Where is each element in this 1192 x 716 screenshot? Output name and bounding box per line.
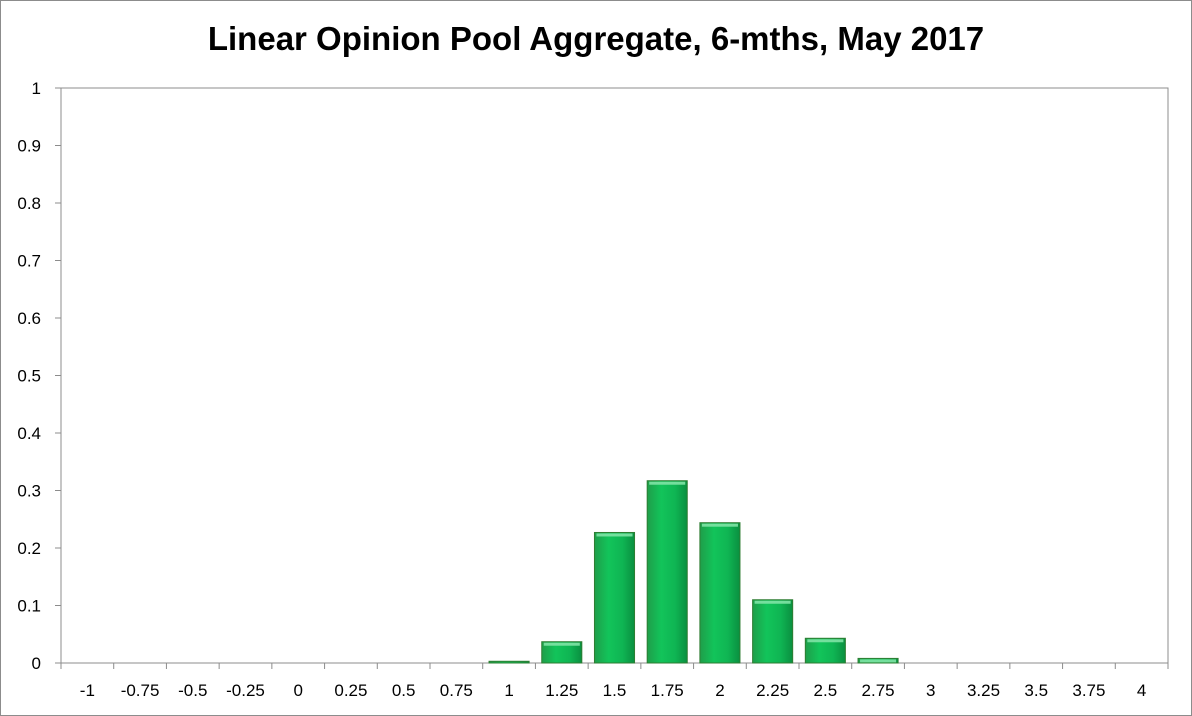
x-tick-label: 2.25 <box>756 681 789 700</box>
x-tick-label: -1 <box>80 681 95 700</box>
bar <box>646 480 688 664</box>
bar <box>804 637 846 664</box>
x-tick-label: 2 <box>715 681 724 700</box>
y-tick-label: 0.8 <box>17 194 41 213</box>
bars <box>488 480 899 664</box>
chart-title: Linear Opinion Pool Aggregate, 6-mths, M… <box>207 20 985 57</box>
x-tick-label: -0.25 <box>226 681 265 700</box>
y-tick-label: 0.9 <box>17 137 41 156</box>
bar <box>699 522 741 664</box>
x-tick-label: 3 <box>926 681 935 700</box>
x-tick-label: 2.5 <box>814 681 838 700</box>
x-axis: -1 -0.75 -0.5 -0.25 0 0.25 0.5 0.75 1 1.25 1.5 1.75… <box>60 663 1169 700</box>
x-tick-label: 3.5 <box>1024 681 1048 700</box>
x-tick-label: 0.75 <box>440 681 473 700</box>
bar <box>541 641 583 664</box>
x-tick-label: 4 <box>1137 681 1146 700</box>
y-tick-label: 0.1 <box>17 597 41 616</box>
x-tick-label: 3.25 <box>967 681 1000 700</box>
x-tick-label: 1.75 <box>651 681 684 700</box>
y-tick-label: 1 <box>32 79 41 98</box>
y-tick-label: 0.5 <box>17 367 41 386</box>
y-tick-label: 0.3 <box>17 482 41 501</box>
x-tick-label: 0.25 <box>334 681 367 700</box>
x-tick-label: 2.75 <box>862 681 895 700</box>
x-tick-label: 0 <box>293 681 302 700</box>
x-tick-label: 1.25 <box>545 681 578 700</box>
x-tick-label: -0.5 <box>178 681 207 700</box>
x-tick-label: 1.5 <box>603 681 627 700</box>
bar <box>857 657 899 664</box>
x-tick-label: 0.5 <box>392 681 416 700</box>
y-tick-label: 0 <box>32 654 41 673</box>
x-tick-label: -0.75 <box>121 681 160 700</box>
y-tick-label: 0.6 <box>17 309 41 328</box>
y-tick-label: 0.4 <box>17 424 41 443</box>
bar <box>752 599 794 664</box>
y-tick-label: 0.7 <box>17 252 41 271</box>
bar <box>488 660 530 664</box>
y-axis: 0 0.1 0.2 0.3 0.4 0.5 0.6 0.7 0.8 0.9 1 <box>17 79 61 673</box>
y-tick-label: 0.2 <box>17 539 41 558</box>
bar <box>593 531 636 664</box>
x-tick-label: 1 <box>504 681 513 700</box>
x-tick-label: 3.75 <box>1072 681 1105 700</box>
